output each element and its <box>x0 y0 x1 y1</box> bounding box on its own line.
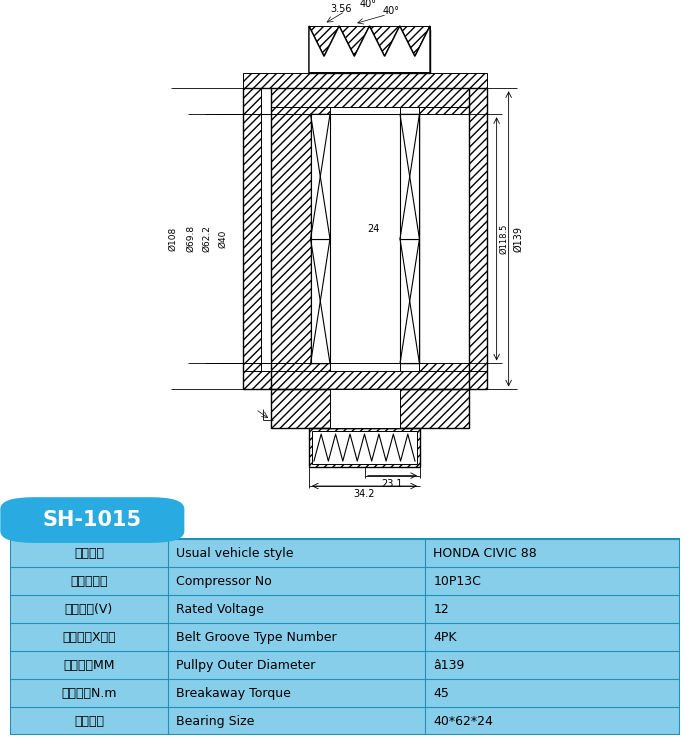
Text: 34.2: 34.2 <box>354 489 375 499</box>
Bar <box>330 115 400 364</box>
Polygon shape <box>309 26 430 73</box>
Text: 3.56: 3.56 <box>330 4 351 13</box>
FancyBboxPatch shape <box>10 679 168 707</box>
FancyBboxPatch shape <box>10 651 168 679</box>
Bar <box>310 115 330 239</box>
Text: â139: â139 <box>433 658 465 672</box>
Bar <box>330 389 400 428</box>
Bar <box>309 428 420 467</box>
Text: Ø118.5: Ø118.5 <box>500 224 509 254</box>
Text: 40°: 40° <box>383 5 400 16</box>
FancyBboxPatch shape <box>425 651 680 679</box>
Bar <box>270 364 330 371</box>
FancyBboxPatch shape <box>168 595 425 623</box>
Text: Usual vehicle style: Usual vehicle style <box>176 547 293 559</box>
Text: Rated Voltage: Rated Voltage <box>176 603 264 616</box>
Bar <box>270 107 330 115</box>
Bar <box>244 371 486 389</box>
Text: 4PK: 4PK <box>433 631 457 644</box>
Text: 常用车型: 常用车型 <box>74 547 104 559</box>
Text: SH-1015: SH-1015 <box>43 510 142 530</box>
FancyBboxPatch shape <box>425 707 680 735</box>
Bar <box>270 89 469 107</box>
FancyBboxPatch shape <box>10 568 168 595</box>
Bar <box>420 107 469 115</box>
FancyBboxPatch shape <box>0 497 184 543</box>
Bar <box>310 239 330 364</box>
FancyBboxPatch shape <box>425 568 680 595</box>
Text: 45: 45 <box>433 687 449 699</box>
Text: Ø40: Ø40 <box>219 230 228 248</box>
FancyBboxPatch shape <box>168 568 425 595</box>
Text: 轴承规格: 轴承规格 <box>74 714 104 728</box>
Text: 24: 24 <box>367 224 380 234</box>
FancyBboxPatch shape <box>425 623 680 651</box>
Bar <box>244 89 262 389</box>
Text: Bearing Size: Bearing Size <box>176 714 254 728</box>
Text: Pullpy Outer Diameter: Pullpy Outer Diameter <box>176 658 315 672</box>
FancyBboxPatch shape <box>10 595 168 623</box>
Text: 额定电压(V): 额定电压(V) <box>65 603 113 616</box>
Text: HONDA CIVIC 88: HONDA CIVIC 88 <box>433 547 537 559</box>
Bar <box>420 364 469 371</box>
Bar <box>469 89 486 389</box>
Bar <box>309 26 430 73</box>
Text: Ø69.8: Ø69.8 <box>186 225 195 252</box>
FancyBboxPatch shape <box>425 539 680 568</box>
Bar <box>330 107 400 115</box>
FancyBboxPatch shape <box>168 651 425 679</box>
Bar <box>270 389 469 428</box>
FancyBboxPatch shape <box>168 623 425 651</box>
Bar <box>312 431 417 464</box>
Bar <box>330 364 400 371</box>
Text: Ø62.2: Ø62.2 <box>203 225 212 252</box>
Text: 压缩机型号: 压缩机型号 <box>70 575 108 588</box>
FancyBboxPatch shape <box>425 679 680 707</box>
Text: Belt Groove Type Number: Belt Groove Type Number <box>176 631 336 644</box>
Text: Ø139: Ø139 <box>513 226 524 252</box>
Text: Breakaway Torque: Breakaway Torque <box>176 687 290 699</box>
FancyBboxPatch shape <box>425 595 680 623</box>
Text: 40*62*24: 40*62*24 <box>433 714 493 728</box>
Text: 10P13C: 10P13C <box>433 575 481 588</box>
Bar <box>270 115 310 364</box>
Text: Ø108: Ø108 <box>169 227 178 251</box>
Bar <box>400 239 420 364</box>
FancyBboxPatch shape <box>168 707 425 735</box>
FancyBboxPatch shape <box>10 539 168 568</box>
FancyBboxPatch shape <box>10 707 168 735</box>
Text: 脱离扝距N.m: 脱离扝距N.m <box>61 687 117 699</box>
FancyBboxPatch shape <box>168 679 425 707</box>
FancyBboxPatch shape <box>10 623 168 651</box>
Bar <box>270 364 330 371</box>
Text: 23.1: 23.1 <box>382 478 403 489</box>
Text: 40°: 40° <box>360 0 377 10</box>
Text: Compressor No: Compressor No <box>176 575 271 588</box>
Text: 皮带槽数X根数: 皮带槽数X根数 <box>62 631 116 644</box>
Bar <box>400 115 420 239</box>
FancyBboxPatch shape <box>168 539 425 568</box>
Text: 12: 12 <box>433 603 449 616</box>
Text: 有效外径MM: 有效外径MM <box>63 658 115 672</box>
Bar <box>244 73 486 89</box>
